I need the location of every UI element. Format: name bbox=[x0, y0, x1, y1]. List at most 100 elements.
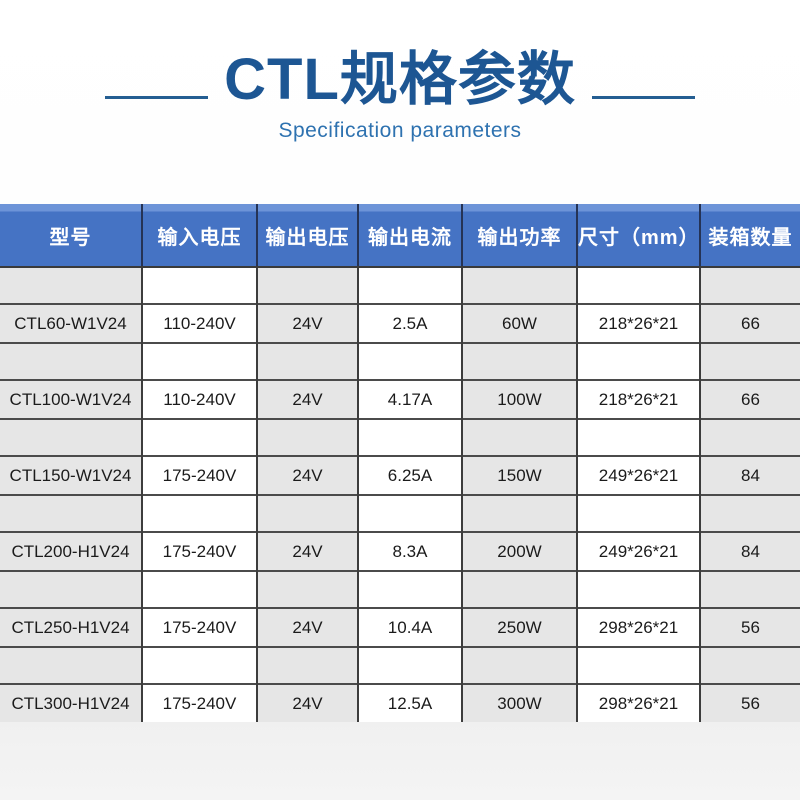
spacer-cell bbox=[141, 570, 257, 608]
spacer-cell bbox=[699, 266, 800, 304]
table-cell-packing-qty: 84 bbox=[699, 531, 800, 571]
spacer-cell bbox=[141, 418, 257, 456]
column-header-input-voltage: 输入电压 bbox=[141, 204, 257, 268]
table-cell-input-voltage: 175-240V bbox=[141, 531, 257, 571]
table-cell-dimensions: 218*26*21 bbox=[576, 303, 700, 343]
table-row: CTL150-W1V24 175-240V 24V 6.25A 150W 249*26*2… bbox=[0, 455, 800, 495]
spacer-cell bbox=[0, 494, 142, 532]
spacer-cell bbox=[461, 418, 577, 456]
table-row: CTL100-W1V24 110-240V 24V 4.17A 100W 218*26*2… bbox=[0, 379, 800, 419]
spacer-cell bbox=[141, 342, 257, 380]
spacer-row bbox=[0, 418, 800, 456]
column-header-output-power: 输出功率 bbox=[461, 204, 577, 268]
spacer-cell bbox=[256, 646, 358, 684]
table-cell-output-current: 10.4A bbox=[357, 607, 462, 647]
spacer-cell bbox=[699, 494, 800, 532]
spacer-cell bbox=[357, 418, 462, 456]
spacer-cell bbox=[256, 342, 358, 380]
column-header-output-current: 输出电流 bbox=[357, 204, 462, 268]
table-cell-output-power: 250W bbox=[461, 607, 577, 647]
spacer-cell bbox=[357, 570, 462, 608]
header-row: 型号 输入电压 输出电压 输出电流 输出功率 尺寸（mm） 装箱数量 bbox=[0, 204, 800, 268]
table-cell-output-voltage: 24V bbox=[256, 531, 358, 571]
table-cell-model: CTL60-W1V24 bbox=[0, 303, 142, 343]
spacer-cell bbox=[256, 494, 358, 532]
table-cell-packing-qty: 56 bbox=[699, 607, 800, 647]
spacer-cell bbox=[576, 342, 700, 380]
spacer-cell bbox=[576, 646, 700, 684]
table-cell-output-power: 60W bbox=[461, 303, 577, 343]
table-cell-output-current: 6.25A bbox=[357, 455, 462, 495]
spacer-cell bbox=[357, 266, 462, 304]
spacer-cell bbox=[461, 342, 577, 380]
column-header-output-voltage: 输出电压 bbox=[256, 204, 358, 268]
table-cell-output-power: 300W bbox=[461, 683, 577, 722]
table-cell-packing-qty: 66 bbox=[699, 303, 800, 343]
spacer-cell bbox=[357, 342, 462, 380]
table-cell-input-voltage: 175-240V bbox=[141, 455, 257, 495]
spacer-cell bbox=[256, 570, 358, 608]
spacer-cell bbox=[141, 494, 257, 532]
spacer-cell bbox=[141, 266, 257, 304]
page-title: CTL规格参数 bbox=[224, 47, 576, 112]
spacer-row bbox=[0, 342, 800, 380]
table-cell-output-current: 4.17A bbox=[357, 379, 462, 419]
table-cell-dimensions: 249*26*21 bbox=[576, 531, 700, 571]
page-subtitle: Specification parameters bbox=[278, 118, 522, 142]
table-cell-output-power: 100W bbox=[461, 379, 577, 419]
spacer-cell bbox=[0, 342, 142, 380]
table-cell-packing-qty: 66 bbox=[699, 379, 800, 419]
spacer-cell bbox=[357, 494, 462, 532]
title-dash-left bbox=[105, 96, 208, 99]
column-header-model: 型号 bbox=[0, 204, 142, 268]
spacer-cell bbox=[461, 646, 577, 684]
table-cell-output-voltage: 24V bbox=[256, 379, 358, 419]
table-cell-model: CTL200-H1V24 bbox=[0, 531, 142, 571]
table-cell-output-current: 12.5A bbox=[357, 683, 462, 722]
table-cell-input-voltage: 110-240V bbox=[141, 379, 257, 419]
spacer-cell bbox=[0, 570, 142, 608]
table-cell-packing-qty: 84 bbox=[699, 455, 800, 495]
spacer-cell bbox=[0, 266, 142, 304]
spacer-cell bbox=[461, 570, 577, 608]
spacer-cell bbox=[461, 266, 577, 304]
table-cell-output-current: 2.5A bbox=[357, 303, 462, 343]
table-cell-output-voltage: 24V bbox=[256, 455, 358, 495]
spacer-cell bbox=[0, 418, 142, 456]
table-cell-output-voltage: 24V bbox=[256, 303, 358, 343]
table-cell-packing-qty: 56 bbox=[699, 683, 800, 722]
table-cell-dimensions: 298*26*21 bbox=[576, 607, 700, 647]
spec-table-header: 型号 输入电压 输出电压 输出电流 输出功率 尺寸（mm） 装箱数量 bbox=[0, 204, 800, 268]
spacer-row bbox=[0, 494, 800, 532]
table-cell-input-voltage: 175-240V bbox=[141, 683, 257, 722]
table-cell-dimensions: 218*26*21 bbox=[576, 379, 700, 419]
table-cell-output-voltage: 24V bbox=[256, 607, 358, 647]
spacer-cell bbox=[699, 418, 800, 456]
spacer-cell bbox=[576, 494, 700, 532]
table-row: CTL200-H1V24 175-240V 24V 8.3A 200W 249*26*21… bbox=[0, 531, 800, 571]
table-cell-input-voltage: 110-240V bbox=[141, 303, 257, 343]
table-cell-dimensions: 249*26*21 bbox=[576, 455, 700, 495]
spacer-row bbox=[0, 646, 800, 684]
spacer-cell bbox=[699, 570, 800, 608]
spacer-cell bbox=[0, 646, 142, 684]
table-cell-output-power: 200W bbox=[461, 531, 577, 571]
spacer-cell bbox=[357, 646, 462, 684]
table-row: CTL60-W1V24 110-240V 24V 2.5A 60W 218*26*21 66 bbox=[0, 303, 800, 343]
title-block: CTL规格参数 Specification parameters bbox=[0, 44, 800, 143]
spacer-cell bbox=[461, 494, 577, 532]
table-row: CTL300-H1V24 175-240V 24V 12.5A 300W 298*26*2… bbox=[0, 683, 800, 722]
table-cell-output-power: 150W bbox=[461, 455, 577, 495]
spacer-cell bbox=[576, 418, 700, 456]
table-cell-model: CTL250-H1V24 bbox=[0, 607, 142, 647]
spacer-cell bbox=[699, 342, 800, 380]
spec-table: 型号 输入电压 输出电压 输出电流 输出功率 尺寸（mm） 装箱数量 CTL60-W1V24… bbox=[0, 204, 800, 722]
table-cell-dimensions: 298*26*21 bbox=[576, 683, 700, 722]
title-dash-right bbox=[592, 96, 695, 99]
table-cell-input-voltage: 175-240V bbox=[141, 607, 257, 647]
table-cell-output-current: 8.3A bbox=[357, 531, 462, 571]
spec-table-body: CTL60-W1V24 110-240V 24V 2.5A 60W 218*26*21 66… bbox=[0, 266, 800, 722]
column-header-packing-qty: 装箱数量 bbox=[699, 204, 800, 268]
table-cell-model: CTL150-W1V24 bbox=[0, 455, 142, 495]
spacer-cell bbox=[141, 646, 257, 684]
